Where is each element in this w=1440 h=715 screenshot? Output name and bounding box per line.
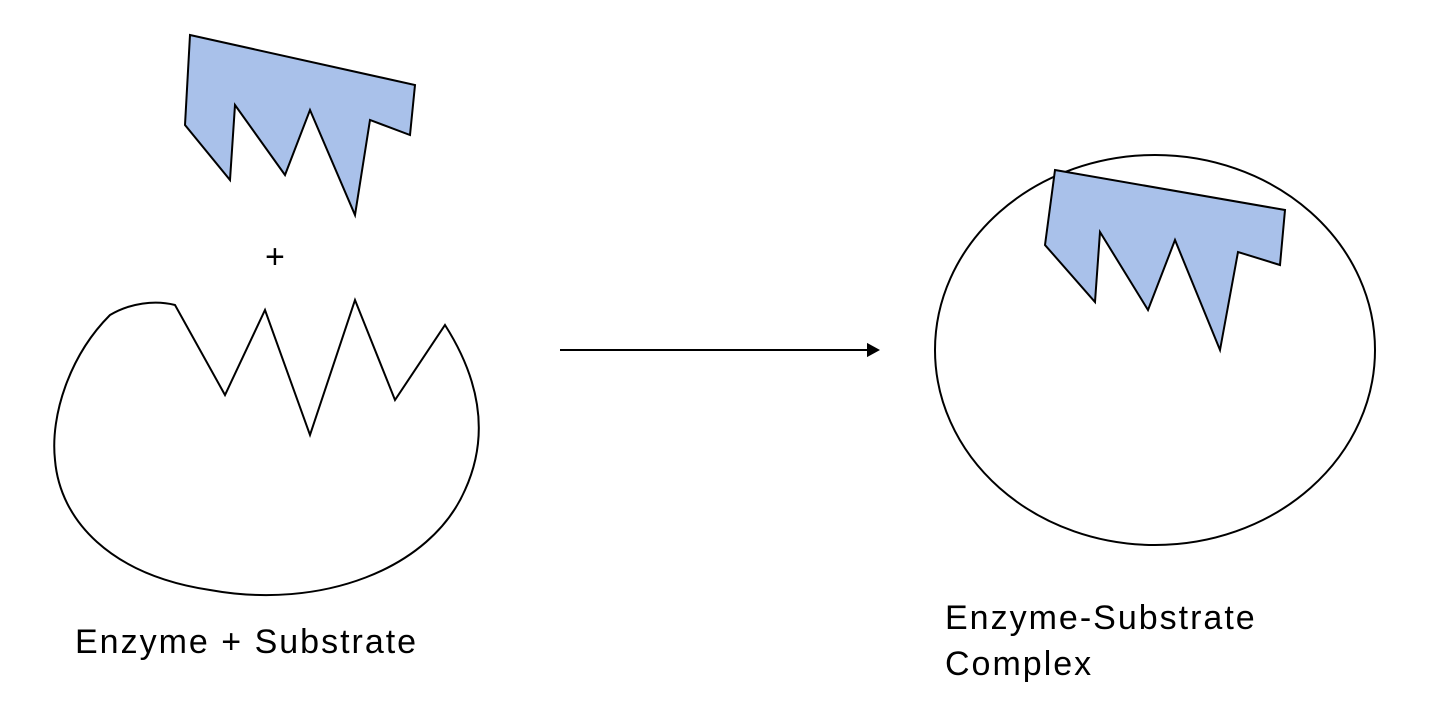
diagram-canvas: + Enzyme + Substrate Enzyme-Substrate Co… bbox=[0, 0, 1440, 715]
label-enzyme-plus-substrate: Enzyme + Substrate bbox=[75, 623, 418, 662]
substrate-outline-right bbox=[1045, 170, 1285, 350]
label-enzyme-substrate-complex: Enzyme-Substrate Complex bbox=[945, 595, 1257, 687]
